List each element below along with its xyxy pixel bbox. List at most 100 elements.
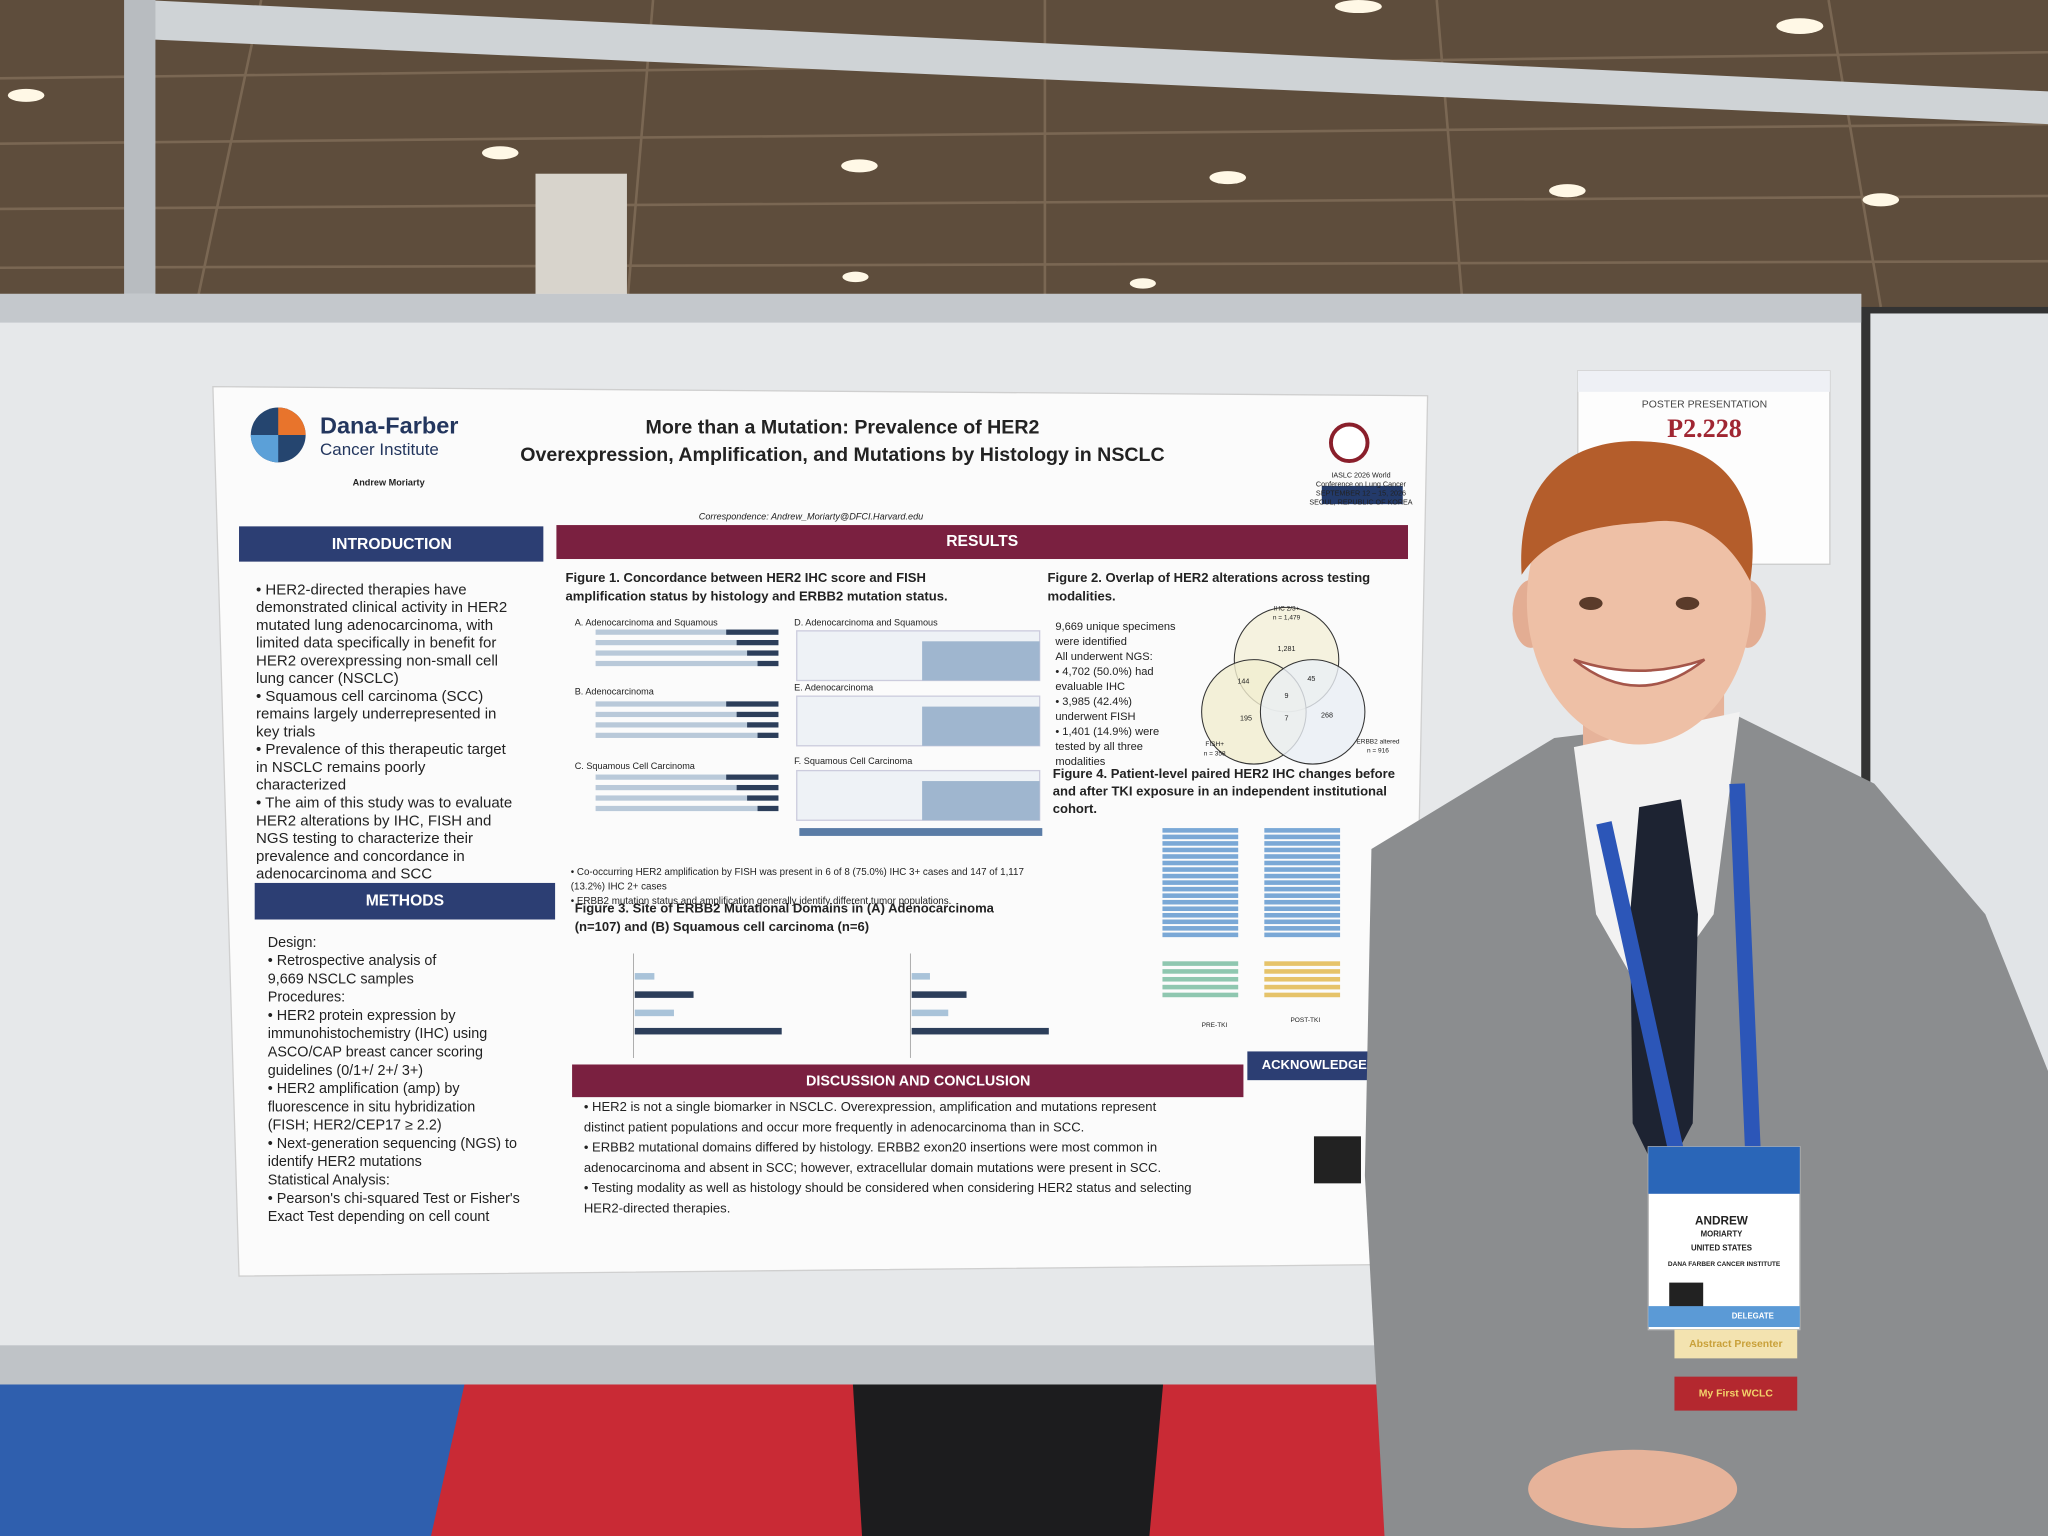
- person: [1364, 441, 2048, 1536]
- methods-line: Design:: [268, 935, 317, 951]
- patient-bar: [1264, 867, 1341, 872]
- overlay-text: POSTER PRESENTATION P2.228 ANDREW MORIARTY U…: [1642, 400, 1783, 1400]
- badge-role: DELEGATE: [1732, 1312, 1774, 1321]
- ribbon-text: Abstract Presenter: [1689, 1339, 1782, 1350]
- panel-label: D. Adenocarcinoma and Squamous: [794, 617, 938, 627]
- patient-bar: [1162, 926, 1239, 931]
- figure-bar: [595, 640, 779, 646]
- badge-text: DANA FARBER CANCER INSTITUTE: [1668, 1261, 1781, 1268]
- figure-bar: [595, 795, 779, 801]
- intro-line: prevalence and concordance in: [256, 848, 465, 865]
- methods-line: Statistical Analysis:: [268, 1173, 390, 1189]
- qr-code: [1313, 1136, 1361, 1184]
- methods-header: [254, 882, 556, 920]
- figure-title: (n=107) and (B) Squamous cell carcinoma …: [575, 919, 869, 934]
- sign-number: P2.228: [1667, 414, 1742, 443]
- patient-bar: [1264, 828, 1341, 833]
- methods-line: • Retrospective analysis of: [268, 953, 438, 969]
- patient-bar: [1162, 984, 1239, 990]
- logo-orange: [278, 407, 306, 435]
- suit: [1364, 715, 2048, 1536]
- figure-bar: [595, 722, 779, 728]
- conference-text: SEPTEMBER 12 – 15, 2026: [1316, 490, 1406, 498]
- venn-count: 1,281: [1278, 645, 1296, 653]
- methods-line: guidelines (0/1+/ 2+/ 3+): [268, 1063, 423, 1079]
- panel-label: C. Squamous Cell Carcinoma: [575, 761, 696, 771]
- methods-line: 9,669 NSCLC samples: [268, 971, 414, 987]
- domain-bar: [911, 1027, 1049, 1035]
- figure-bar: [757, 660, 779, 667]
- patient-bar: [1162, 961, 1239, 966]
- logo-blue: [250, 434, 279, 463]
- methods-line: • HER2 amplification (amp) by: [268, 1081, 461, 1097]
- smile: [1573, 658, 1706, 687]
- badge-text: UNITED STATES: [1691, 1244, 1752, 1253]
- floor-blue: [0, 1358, 471, 1536]
- figure2-text: modalities: [1055, 756, 1105, 768]
- patient-bar: [1264, 969, 1341, 974]
- discussion-line: • Testing modality as well as histology …: [584, 1180, 1192, 1195]
- section-heading: INTRODUCTION: [332, 536, 452, 553]
- figure-bar: [736, 711, 779, 718]
- figure-bar: [595, 660, 779, 667]
- venn-count: 9: [1285, 692, 1289, 700]
- figure-bar: [736, 784, 779, 791]
- figure2-text: underwent FISH: [1055, 711, 1135, 723]
- figure-graphics: [595, 606, 1366, 1184]
- patient-bar: [1264, 841, 1341, 846]
- patient-bar: [1162, 919, 1239, 925]
- intro-line: NGS testing to characterize their: [256, 830, 473, 847]
- ribbon-gold: [1674, 1329, 1798, 1359]
- patient-bar: [1264, 926, 1341, 931]
- poster-text: Dana-Farber Cancer Institute More than a M…: [256, 412, 1413, 1225]
- patient-bar: [1264, 847, 1341, 853]
- patient-bar: [1162, 880, 1239, 885]
- badge-role-band: [1648, 1306, 1800, 1328]
- sign-label: POSTER PRESENTATION: [1642, 400, 1767, 411]
- patient-bar: [1162, 854, 1239, 859]
- axis-label: PRE-TKI: [1202, 1022, 1228, 1029]
- figure-note: (13.2%) IHC 2+ cases: [571, 881, 667, 892]
- intro-line: in NSCLC remains poorly: [256, 759, 426, 776]
- methods-line: Exact Test depending on cell count: [268, 1209, 490, 1225]
- patient-bar: [1264, 992, 1341, 998]
- conference-text: SEOUL, REPUBLIC OF KOREA: [1309, 499, 1412, 507]
- patient-bar: [1264, 932, 1341, 938]
- domain-bar: [634, 1027, 782, 1035]
- intro-line: • Squamous cell carcinoma (SCC): [256, 688, 483, 705]
- domain-bar: [634, 1009, 674, 1017]
- figure-title: modalities.: [1048, 588, 1116, 603]
- badge-text: MORIARTY: [1701, 1229, 1744, 1238]
- figure-title: amplification status by histology and ER…: [566, 588, 948, 603]
- intro-line: HER2 overexpressing non-small cell: [256, 652, 498, 669]
- patient-bar: [1264, 854, 1341, 859]
- methods-line: • HER2 protein expression by: [268, 1008, 457, 1024]
- venn-label: ERBB2 altered: [1356, 739, 1399, 746]
- figure-bar: [595, 711, 779, 718]
- patient-bar: [1162, 847, 1239, 853]
- figure2-text: • 4,702 (50.0%) had: [1055, 666, 1153, 678]
- figure2-text: 9,669 unique specimens: [1055, 621, 1176, 633]
- sign-banner: [1577, 370, 1830, 392]
- panel-label: A. Adenocarcinoma and Squamous: [575, 617, 718, 627]
- figure-title: Figure 3. Site of ERBB2 Mutational Domai…: [575, 901, 995, 916]
- figure-note: • ERBB2 mutation status and amplificatio…: [571, 896, 952, 907]
- intro-line: limited data specifically in benefit for: [256, 635, 496, 652]
- venn-count: 144: [1237, 678, 1249, 686]
- panel-label: B. Adenocarcinoma: [575, 687, 655, 697]
- venn-label: n = 916: [1367, 748, 1389, 755]
- patient-bar: [1264, 976, 1341, 982]
- figure-bar: [747, 795, 779, 801]
- ceiling-grid: [0, 0, 2048, 308]
- results-header: [556, 525, 1408, 560]
- discussion-header: [572, 1064, 1244, 1098]
- figure-bar: [726, 701, 779, 707]
- ack-header: [1247, 1051, 1372, 1081]
- figure-bar: [726, 629, 779, 635]
- figure2-text: tested by all three: [1055, 741, 1143, 753]
- post: [124, 0, 156, 307]
- venn-count: 45: [1307, 675, 1315, 683]
- methods-line: • Next-generation sequencing (NGS) to: [268, 1136, 517, 1152]
- figure-table-cell: [922, 706, 1040, 746]
- domain-bar: [911, 973, 930, 980]
